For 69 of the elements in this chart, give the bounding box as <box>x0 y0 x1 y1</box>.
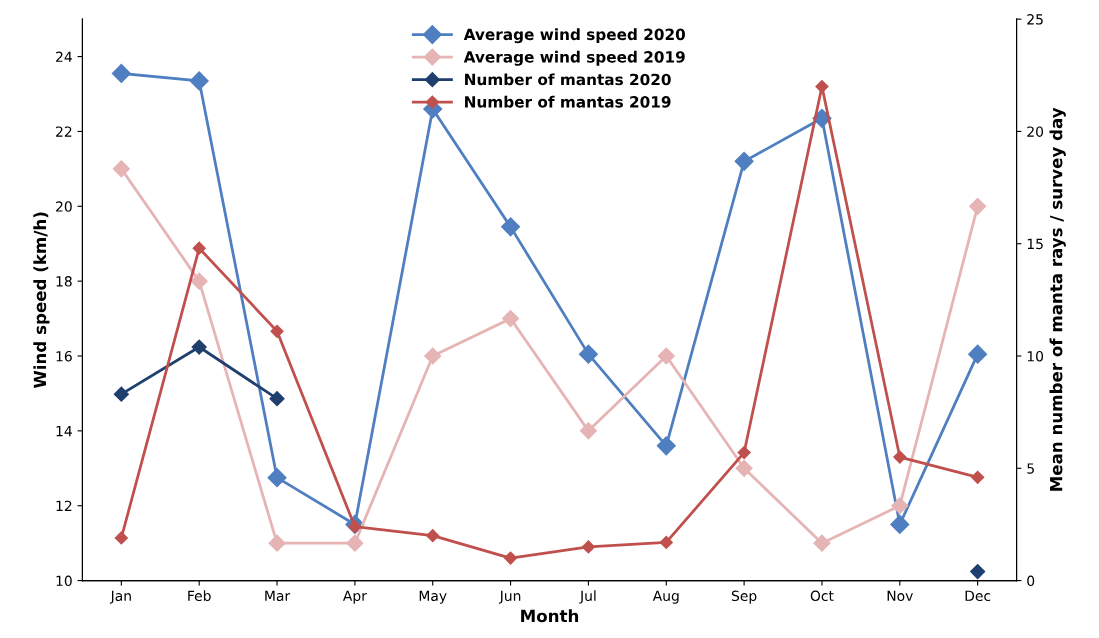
y-tick-label: 14 <box>56 426 72 437</box>
point <box>267 468 287 488</box>
x-tick-label: Aug <box>652 590 679 604</box>
point <box>734 151 754 171</box>
x-axis-title: Month <box>521 609 579 623</box>
point <box>893 450 907 464</box>
point <box>659 535 673 549</box>
legend-label: Average wind speed 2020 <box>463 28 686 44</box>
point <box>501 217 521 237</box>
legend-label: Number of mantas 2019 <box>465 95 671 108</box>
point <box>503 551 518 565</box>
x-tick-label: Sep <box>731 590 757 604</box>
x-tick-label: May <box>419 590 447 604</box>
point <box>111 63 131 83</box>
y-tick-label: 10 <box>56 575 72 587</box>
point <box>189 71 209 91</box>
y2-tick-label: 15 <box>1027 238 1043 250</box>
y2-tick-label: 10 <box>1027 350 1044 362</box>
point <box>502 310 520 328</box>
x-tick-label: Jul <box>579 590 596 604</box>
x-tick-label: Apr <box>342 590 367 604</box>
point <box>426 529 440 543</box>
point <box>579 422 597 440</box>
x-tick-label: Feb <box>188 590 211 602</box>
point <box>581 540 596 554</box>
point <box>424 347 442 365</box>
x-tick-label: Oct <box>810 590 834 602</box>
y2-tick-label: 0 <box>1027 575 1035 587</box>
y-tick-label: 12 <box>56 500 72 511</box>
point <box>970 564 986 580</box>
point <box>656 436 676 456</box>
x-tick-label: Jan <box>109 590 131 604</box>
point <box>657 347 675 365</box>
point <box>969 197 987 215</box>
point <box>270 324 284 338</box>
point <box>268 534 286 552</box>
y-tick-label: 24 <box>56 51 72 62</box>
point <box>735 459 753 477</box>
x-tick-label: Jun <box>499 590 521 604</box>
y-tick-label: 18 <box>56 276 72 287</box>
point <box>114 531 128 545</box>
x-tick-label: Mar <box>265 590 291 602</box>
y-tick-label: 22 <box>56 126 72 137</box>
y2-tick-label: 20 <box>1027 126 1044 137</box>
point <box>971 470 985 484</box>
point <box>113 386 129 402</box>
point <box>890 514 910 534</box>
point <box>815 79 829 94</box>
y-tick-label: 16 <box>56 350 72 362</box>
point <box>112 160 130 178</box>
point <box>269 391 285 407</box>
y2-axis-title: Mean number of manta rays / survey day <box>1049 107 1066 491</box>
point <box>191 339 207 355</box>
x-tick-label: Dec <box>965 590 991 602</box>
y2-tick-label: 5 <box>1027 463 1034 474</box>
legend-label: Number of mantas 2020 <box>465 73 671 86</box>
point <box>813 534 831 552</box>
x-tick-label: Nov <box>887 590 913 602</box>
y-axis-title: Wind speed (km/h) <box>33 212 50 389</box>
y2-tick-label: 25 <box>1027 14 1043 25</box>
point <box>192 241 206 255</box>
point <box>578 344 598 364</box>
point <box>190 272 208 290</box>
point <box>346 534 364 552</box>
legend-label: Average wind speed 2019 <box>463 50 685 66</box>
point <box>968 344 988 364</box>
point <box>891 497 909 515</box>
y-tick-label: 20 <box>56 201 72 212</box>
point <box>737 445 751 460</box>
